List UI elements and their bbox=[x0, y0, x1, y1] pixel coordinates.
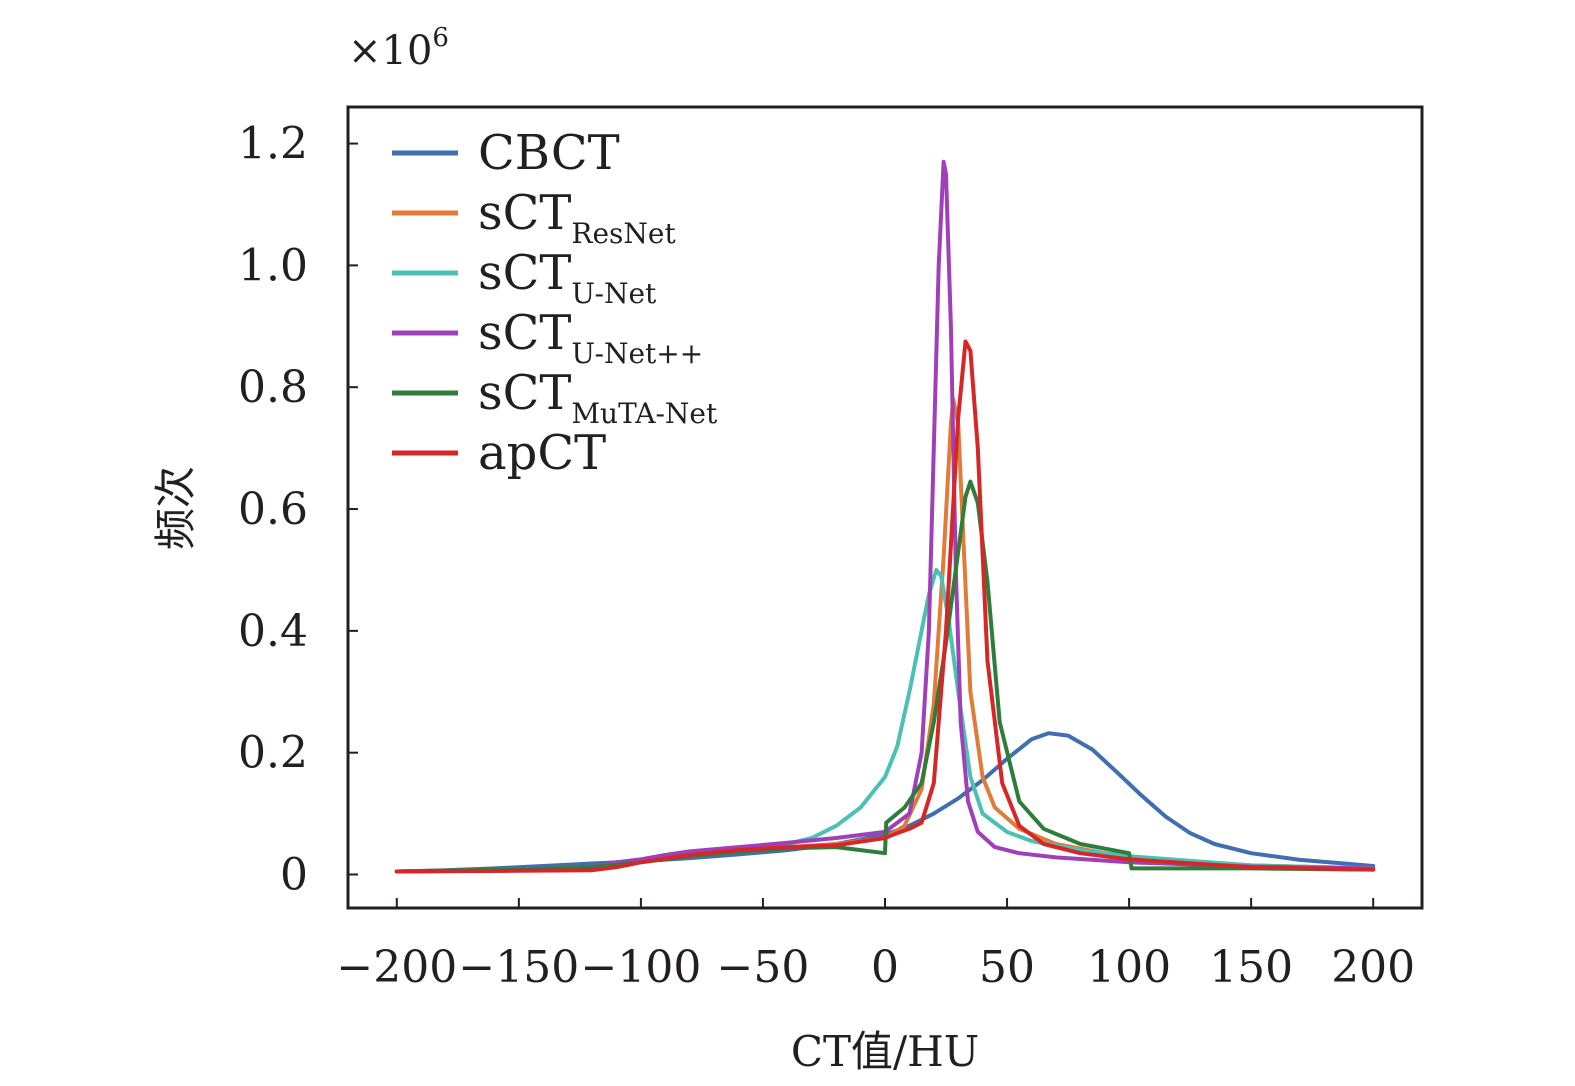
plot-lines bbox=[394, 159, 1376, 874]
x-tick-label: −50 bbox=[717, 942, 810, 993]
legend-label-2: sCTU-Net bbox=[478, 245, 657, 310]
plot-frame bbox=[346, 105, 1424, 910]
y-multiplier: ×106 bbox=[348, 23, 449, 74]
x-tick-label: 0 bbox=[871, 942, 899, 993]
series-line-5 bbox=[394, 339, 1376, 874]
x-tick-label: 100 bbox=[1087, 942, 1171, 993]
y-axis: 0 0.2 0.4 0.6 0.8 1.0 1.2 bbox=[238, 119, 358, 900]
series-line-4 bbox=[394, 479, 1376, 874]
legend-label-5: apCT bbox=[478, 425, 606, 481]
legend-label-0: CBCT bbox=[478, 125, 620, 181]
y-tick-label: 0.6 bbox=[238, 484, 308, 535]
y-tick-label: 0 bbox=[280, 849, 308, 900]
legend-label-1: sCTResNet bbox=[478, 185, 676, 250]
x-tick-label: −200 bbox=[336, 942, 457, 993]
y-tick-label: 1.0 bbox=[238, 240, 308, 291]
x-axis-label: CT值/HU bbox=[791, 1027, 979, 1076]
x-tick-label: 50 bbox=[979, 942, 1035, 993]
y-tick-label: 0.2 bbox=[238, 728, 308, 779]
series-line-3 bbox=[394, 159, 1376, 874]
y-tick-label: 0.8 bbox=[238, 362, 308, 413]
y-tick-label: 1.2 bbox=[238, 119, 308, 170]
x-tick-label: −150 bbox=[458, 942, 579, 993]
x-tick-label: −100 bbox=[580, 942, 701, 993]
y-axis-label: 频次 bbox=[151, 466, 200, 550]
x-tick-label: 200 bbox=[1331, 942, 1415, 993]
y-tick-label: 0.4 bbox=[238, 606, 308, 657]
legend-label-3: sCTU-Net++ bbox=[478, 305, 703, 370]
y-multiplier-exponent: 6 bbox=[432, 23, 449, 53]
y-multiplier-base: ×10 bbox=[348, 28, 432, 74]
x-axis: −200 −150 −100 −50 0 50 100 150 200 bbox=[336, 898, 1415, 993]
legend-label-4: sCTMuTA-Net bbox=[478, 365, 718, 430]
legend: CBCTsCTResNetsCTU-NetsCTU-Net++sCTMuTA-N… bbox=[392, 125, 718, 481]
x-tick-label: 150 bbox=[1209, 942, 1293, 993]
